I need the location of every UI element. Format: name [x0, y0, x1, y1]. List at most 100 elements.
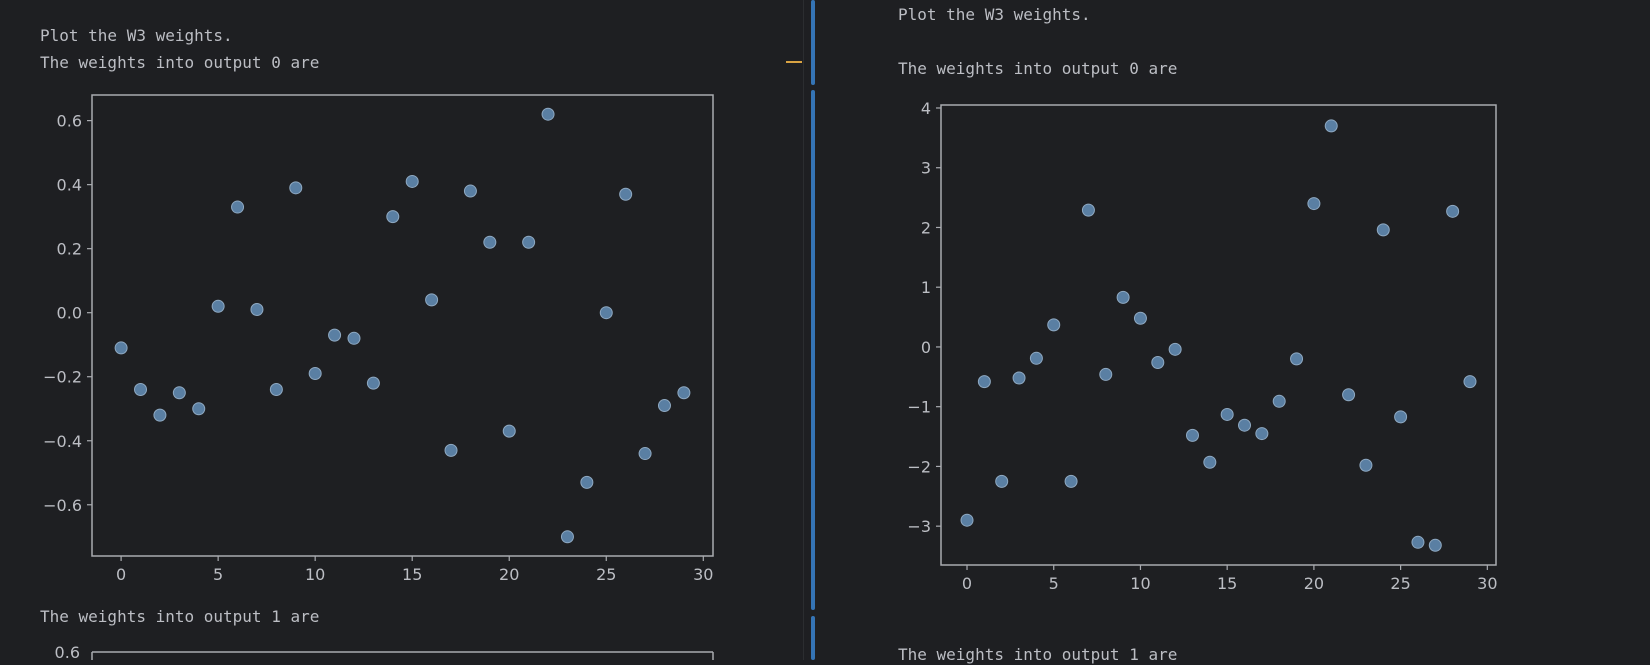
x-tick-label: 20 — [1304, 574, 1324, 593]
data-point — [1081, 203, 1095, 217]
data-point — [1133, 311, 1147, 325]
x-tick-label: 10 — [1130, 574, 1150, 593]
y-tick-label: 4 — [921, 99, 931, 118]
data-point — [289, 181, 303, 195]
data-point — [1047, 318, 1061, 332]
data-point — [463, 184, 477, 198]
data-point — [1359, 458, 1373, 472]
data-point — [1324, 119, 1338, 133]
data-point — [425, 293, 439, 307]
data-point — [619, 187, 633, 201]
x-tick-label: 5 — [213, 565, 223, 584]
data-point — [560, 530, 574, 544]
data-point — [1463, 375, 1477, 389]
y-tick-label: −0.4 — [43, 432, 82, 451]
output-text-line: The weights into output 1 are — [40, 607, 320, 626]
y-tick-label: 0.0 — [57, 304, 82, 323]
data-point — [153, 408, 167, 422]
data-point — [1238, 418, 1252, 432]
data-point — [541, 107, 555, 121]
y-tick-label: −2 — [907, 457, 931, 476]
data-point — [328, 328, 342, 342]
data-point — [638, 447, 652, 461]
data-point — [1446, 204, 1460, 218]
pane-divider[interactable] — [803, 0, 818, 660]
x-tick-label: 30 — [693, 565, 713, 584]
data-point — [1394, 410, 1408, 424]
data-point — [1428, 538, 1442, 552]
data-point — [211, 299, 225, 313]
data-point — [269, 383, 283, 397]
data-point — [386, 210, 400, 224]
data-point — [1342, 388, 1356, 402]
data-point — [1185, 428, 1199, 442]
data-point — [1272, 394, 1286, 408]
data-point — [677, 386, 691, 400]
data-point — [502, 424, 516, 438]
data-point — [1064, 474, 1078, 488]
x-tick-label: 20 — [499, 565, 519, 584]
x-tick-label: 15 — [402, 565, 422, 584]
data-point — [960, 513, 974, 527]
axes-frame — [940, 104, 1497, 566]
data-point — [580, 475, 594, 489]
data-point — [995, 474, 1009, 488]
next-plot-partial: 0.6 — [55, 643, 714, 660]
data-point — [172, 386, 186, 400]
y-tick-label: −0.2 — [43, 368, 82, 387]
data-point — [1255, 427, 1269, 441]
data-point — [1012, 371, 1026, 385]
data-point — [308, 367, 322, 381]
warning-marker — [786, 61, 802, 63]
data-point — [1203, 455, 1217, 469]
data-point — [134, 383, 148, 397]
scatter-plot-left: 0 5 10 15 20 25 30 0.6 0.4 0.2 0.0 −0.2 −0.4 −0.6 — [43, 94, 714, 584]
y-tick-label: 1 — [921, 278, 931, 297]
y-tick-label: 2 — [921, 218, 931, 237]
data-point — [1116, 290, 1130, 304]
x-tick-label: 25 — [1390, 574, 1410, 593]
data-point — [1376, 223, 1390, 237]
x-tick-label: 0 — [116, 565, 126, 584]
y-tick-label: −3 — [907, 517, 931, 536]
data-point — [444, 443, 458, 457]
notebook-output-right: Plot the W3 weights. The weights into ou… — [818, 0, 1650, 664]
data-point — [977, 375, 991, 389]
axes-frame — [91, 94, 714, 557]
x-tick-label: 0 — [962, 574, 972, 593]
output-text-line: The weights into output 1 are — [898, 645, 1178, 664]
output-text-line: Plot the W3 weights. — [40, 26, 233, 45]
data-point — [1168, 342, 1182, 356]
output-text-line: The weights into output 0 are — [40, 53, 320, 72]
data-point — [657, 399, 671, 413]
x-tick-label: 30 — [1477, 574, 1497, 593]
data-point — [1099, 367, 1113, 381]
x-tick-label: 15 — [1217, 574, 1237, 593]
cell-marker-bar[interactable] — [811, 0, 815, 85]
cell-marker-bar[interactable] — [811, 616, 815, 660]
data-point — [1307, 197, 1321, 211]
data-point — [1029, 351, 1043, 365]
data-point — [250, 302, 264, 316]
notebook-output-left: Plot the W3 weights. The weights into ou… — [0, 0, 802, 660]
cell-marker-bar[interactable] — [811, 90, 815, 610]
data-point — [1220, 407, 1234, 421]
output-text-line: The weights into output 0 are — [898, 59, 1178, 78]
y-tick-label: −1 — [907, 398, 931, 417]
x-tick-label: 25 — [596, 565, 616, 584]
data-point — [483, 235, 497, 249]
data-point — [599, 306, 613, 320]
y-tick-label: 0.6 — [55, 643, 80, 660]
data-point — [1411, 535, 1425, 549]
y-tick-label: −0.6 — [43, 496, 82, 515]
data-point — [114, 341, 128, 355]
data-point — [192, 402, 206, 416]
y-tick-label: 3 — [921, 159, 931, 178]
data-point — [231, 200, 245, 214]
y-tick-label: 0.6 — [57, 112, 82, 131]
x-tick-label: 5 — [1049, 574, 1059, 593]
data-point — [366, 376, 380, 390]
data-point — [1151, 355, 1165, 369]
y-tick-label: 0.2 — [57, 240, 82, 259]
